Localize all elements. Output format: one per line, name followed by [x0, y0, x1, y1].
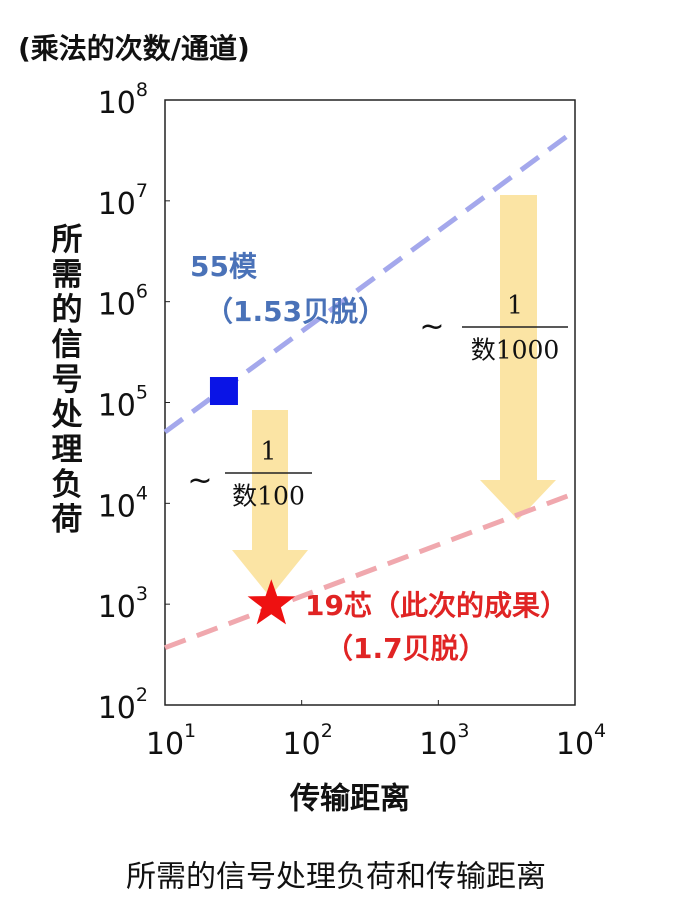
caption: 所需的信号处理负荷和传输距离	[126, 860, 546, 895]
x-tick-exponent: 4	[594, 720, 606, 742]
y-axis-label: 所需的信号处理负荷	[46, 223, 84, 538]
series-label: 19芯（此次的成果）	[305, 589, 568, 622]
y-tick-exponent: 5	[136, 381, 148, 403]
y-tick-label: 106	[98, 280, 148, 322]
x-tick-base: 10	[419, 727, 457, 762]
trend-line	[164, 490, 576, 651]
y-tick-base: 10	[98, 186, 136, 221]
x-tick-label: 102	[283, 720, 333, 762]
x-tick-label: 101	[146, 720, 196, 762]
y-tick-exponent: 8	[136, 79, 148, 101]
y-tick-base: 10	[98, 691, 136, 726]
x-axis-label: 传输距离	[289, 782, 410, 817]
y-tick-exponent: 2	[136, 684, 148, 706]
point	[209, 377, 238, 406]
y-tick-exponent: 6	[136, 280, 148, 302]
chart-title: (乘法的次数/通道)	[18, 32, 250, 65]
y-tick-label: 105	[98, 381, 148, 423]
y-tick-base: 10	[98, 590, 136, 625]
point	[247, 579, 296, 625]
y-tick-exponent: 3	[136, 583, 148, 605]
y-tick-label: 108	[98, 79, 148, 121]
x-tick-exponent: 3	[457, 720, 469, 742]
annotation-prefix: ~	[187, 464, 212, 499]
x-tick-base: 10	[556, 727, 594, 762]
reduction-arrow	[480, 195, 556, 520]
x-tick-exponent: 2	[321, 720, 333, 742]
annotation-numerator: 1	[507, 291, 523, 320]
series-label: 55模	[190, 250, 258, 283]
y-tick-base: 10	[98, 287, 136, 322]
x-tick-base: 10	[283, 727, 321, 762]
x-tick-exponent: 1	[184, 720, 196, 742]
series-sublabel: （1.53贝脱）	[205, 295, 386, 328]
x-tick-base: 10	[146, 727, 184, 762]
y-tick-label: 102	[98, 684, 148, 726]
annotation-prefix: ~	[419, 310, 444, 345]
x-tick-label: 103	[419, 720, 469, 762]
y-tick-label: 104	[98, 482, 148, 524]
series-sublabel: （1.7贝脱）	[325, 632, 487, 665]
x-tick-label: 104	[556, 720, 606, 762]
annotation-denominator: 数1000	[471, 336, 560, 365]
y-tick-label: 103	[98, 583, 148, 625]
y-tick-base: 10	[98, 86, 136, 121]
y-tick-label: 107	[98, 179, 148, 221]
y-tick-base: 10	[98, 388, 136, 423]
y-tick-base: 10	[98, 489, 136, 524]
annotation-denominator: 数100	[232, 482, 305, 511]
annotation-numerator: 1	[261, 437, 277, 466]
y-tick-exponent: 4	[136, 482, 148, 504]
y-tick-exponent: 7	[136, 179, 148, 201]
reduction-arrow	[232, 410, 308, 597]
